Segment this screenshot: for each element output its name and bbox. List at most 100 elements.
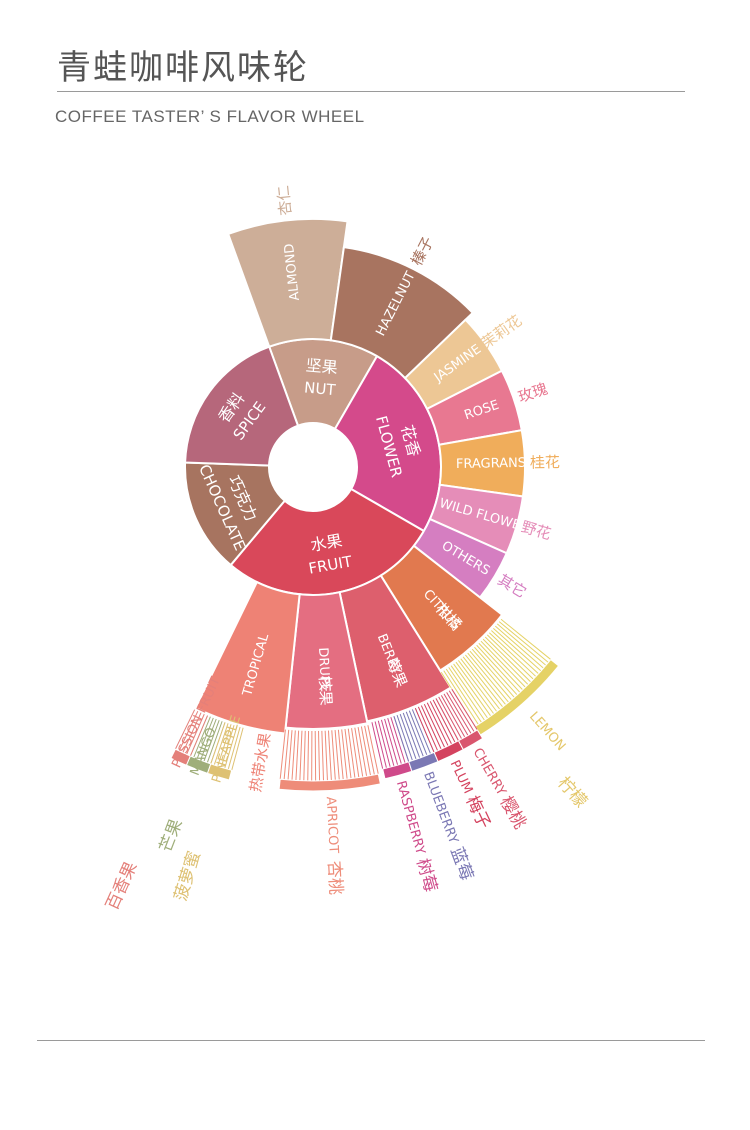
leaf-stripe: [380, 719, 395, 767]
leaf-stripe: [491, 630, 539, 675]
leaf-stripe: [489, 632, 537, 677]
leaf-stripe: [318, 730, 321, 781]
middle-label-drupe: DRUPE: [315, 647, 332, 692]
leaf-stripe: [393, 716, 410, 762]
leaf-stripe: [178, 710, 199, 752]
leaf-stripe: [331, 730, 336, 781]
leaf-stripe: [478, 642, 524, 691]
leaf-stripe: [396, 714, 413, 761]
leaf-stripe: [426, 702, 449, 747]
leaf-stripe: [360, 726, 372, 776]
leaf-label-zh-pineapple: 菠萝蜜: [171, 849, 205, 904]
leaf-label-en-cherry: CHERRY: [470, 746, 509, 799]
leaf-stripe: [446, 692, 472, 734]
leaf-tip-apricot: [278, 773, 381, 792]
leaf-stripe: [448, 690, 475, 733]
outer-name-zh-hazelnut: 榛子: [408, 234, 438, 269]
leaf-stripe: [460, 658, 501, 710]
leaf-stripe: [495, 625, 544, 669]
leaf-stripe: [498, 621, 549, 663]
leaf-stripe: [429, 701, 453, 745]
leaf-stripe: [213, 723, 229, 766]
leaf-stripe: [354, 727, 364, 778]
leaf-stripe: [408, 710, 428, 756]
leaf-stripe: [500, 618, 552, 660]
leaf-stripe: [469, 650, 512, 701]
leaf-stripe: [321, 730, 325, 781]
middle-segment-almond: [226, 218, 349, 349]
middle-segment-hazelnut: [329, 246, 475, 380]
leaf-stripe: [443, 670, 479, 725]
leaf-tip-blueberry: [408, 751, 439, 772]
leaf-tip-pineapple: [206, 763, 233, 781]
leaf-label-zh-passion-fruit: 百香果: [102, 859, 141, 914]
leaf-stripe: [414, 707, 435, 753]
outer-name-zh-fragrans: 桂花: [530, 453, 560, 472]
leaf-stripe: [384, 718, 399, 766]
leaf-stripe: [482, 638, 529, 685]
page-title: 青蛙咖啡风味轮: [57, 48, 309, 88]
leaf-stripe: [423, 703, 446, 748]
leaf-stripe: [443, 693, 469, 736]
leaf-stripe: [432, 699, 456, 743]
leaf-stripe: [476, 644, 521, 693]
outer-name-zh-others: 其它: [495, 571, 530, 602]
leaf-stripe: [324, 730, 328, 781]
leaf-stripe: [420, 705, 442, 750]
leaf-stripe: [471, 648, 515, 698]
leaf-stripe: [411, 709, 432, 755]
leaf-stripe: [203, 720, 220, 762]
top-divider: [57, 91, 685, 92]
leaf-stripe: [496, 623, 547, 666]
leaf-stripe: [435, 698, 459, 741]
leaf-stripe: [462, 656, 504, 708]
leaf-stripe: [377, 720, 391, 768]
leaf-stripe: [474, 646, 518, 696]
leaf-tip-passion-fruit: [170, 748, 191, 766]
leaf-stripe: [364, 725, 375, 776]
leaf-stripe: [455, 661, 495, 715]
leaf-label-zh-raspberry: 树莓: [412, 856, 440, 894]
wheel-labels: 坚果NUT花香FLOWER水果FRUIT巧克力CHOCOLATE香料SPICEA…: [102, 185, 590, 914]
leaf-stripe: [457, 660, 498, 712]
leaf-label-en-lemon: LEMON: [526, 709, 568, 754]
leaf-stripe: [371, 722, 384, 770]
leaf-stripe: [299, 730, 303, 781]
leaf-tip-cherry: [457, 729, 484, 751]
wheel-center-hole: [269, 423, 357, 511]
leaf-stripe: [402, 712, 421, 759]
outer-name-zh-jasmine: 茉莉花: [478, 311, 525, 352]
leaf-stripe: [448, 667, 486, 721]
leaf-label-zh-plum: 梅子: [461, 793, 494, 832]
middle-segment-tropical: [194, 580, 301, 735]
leaf-stripe: [279, 729, 286, 780]
outer-name-zh-wild-flower: 野花: [519, 518, 553, 544]
leaf-stripe: [451, 688, 478, 731]
middle-label-almond: ALMOND: [282, 243, 303, 302]
leaf-stripe: [334, 730, 340, 780]
leaf-stripe: [445, 668, 482, 723]
leaf-stripe: [484, 636, 532, 683]
middle-label-fragrans: FRAGRANS: [456, 456, 526, 472]
leaf-label-en-apricot: APRICOT: [323, 796, 341, 854]
leaf-label-zh-cherry: 樱桃: [495, 793, 529, 832]
leaf-stripe: [287, 730, 293, 781]
leaf-stripe: [217, 724, 232, 767]
leaf-stripe: [174, 709, 196, 750]
leaf-stripe: [417, 706, 439, 752]
bottom-divider: [37, 1040, 705, 1041]
leaf-stripe: [220, 725, 235, 768]
leaf-stripe: [493, 627, 542, 672]
middle-label-zh-drupe: 核果: [315, 675, 335, 706]
leaf-stripe: [337, 729, 344, 780]
leaf-stripe: [374, 721, 387, 769]
outer-name-zh-almond: 杏仁: [274, 185, 295, 217]
leaf-stripe: [295, 730, 300, 781]
leaf-label-zh-mango: 芒果: [156, 816, 187, 855]
leaf-bg-lemon: [440, 618, 559, 735]
leaf-stripe: [341, 729, 348, 780]
leaf-stripe: [465, 654, 507, 705]
leaf-stripe: [307, 730, 310, 781]
leaf-stripe: [291, 730, 296, 781]
leaf-tip-plum: [433, 740, 464, 763]
